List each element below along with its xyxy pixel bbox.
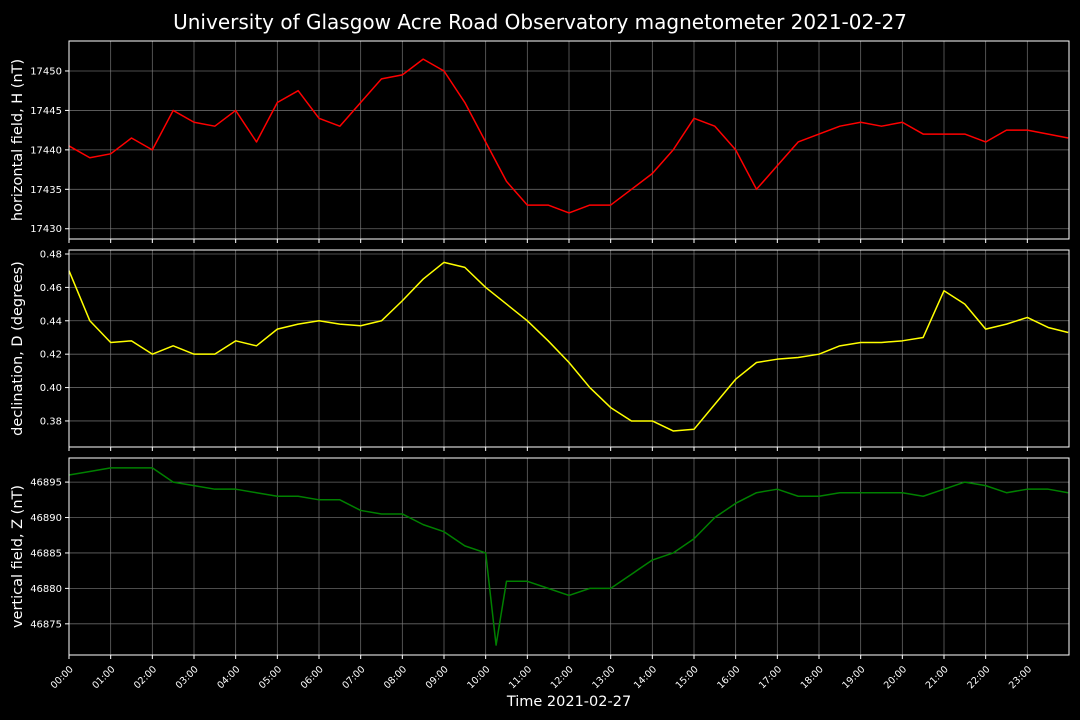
data-line <box>68 58 1069 214</box>
y-tick-label: 46895 <box>30 478 62 489</box>
plot-frame <box>68 40 1070 240</box>
plot-frame <box>68 457 1070 656</box>
data-line <box>68 261 1069 432</box>
y-tick-label: 0.48 <box>40 250 62 261</box>
y-axis-label: declination, D (degrees) <box>10 261 26 436</box>
y-axis-label: vertical field, Z (nT) <box>10 485 26 628</box>
y-axis-label: horizontal field, H (nT) <box>10 59 26 221</box>
y-tick-label: 46885 <box>30 548 62 559</box>
chart-title: University of Glasgow Acre Road Observat… <box>173 10 907 34</box>
y-tick-label: 17435 <box>30 185 62 196</box>
y-tick-label: 17450 <box>30 66 62 77</box>
y-tick-label: 17430 <box>30 224 62 235</box>
x-axis-label: Time 2021-02-27 <box>506 694 631 710</box>
y-tick-label: 0.40 <box>40 383 62 394</box>
y-tick-label: 0.46 <box>40 283 62 294</box>
y-tick-label: 46880 <box>30 584 62 595</box>
plot-frame <box>68 249 1070 448</box>
y-tick-label: 17440 <box>30 145 62 156</box>
y-tick-label: 0.44 <box>40 316 62 327</box>
data-line <box>68 467 1069 646</box>
y-tick-label: 46890 <box>30 513 62 524</box>
y-tick-label: 0.42 <box>40 350 62 361</box>
y-tick-label: 46875 <box>30 619 62 630</box>
y-tick-label: 0.38 <box>40 416 62 427</box>
y-tick-label: 17445 <box>30 106 62 117</box>
